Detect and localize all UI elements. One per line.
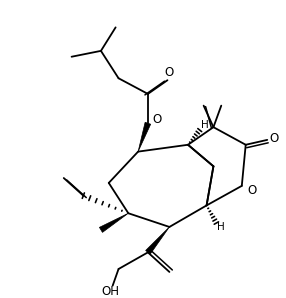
Text: H: H (201, 120, 208, 130)
Text: O: O (165, 66, 174, 79)
Text: O: O (269, 132, 279, 145)
Text: OH: OH (102, 285, 120, 298)
Text: H: H (217, 222, 225, 232)
Text: O: O (152, 113, 161, 126)
Polygon shape (100, 213, 128, 232)
Text: O: O (247, 184, 256, 197)
Polygon shape (138, 122, 151, 152)
Polygon shape (146, 227, 169, 254)
